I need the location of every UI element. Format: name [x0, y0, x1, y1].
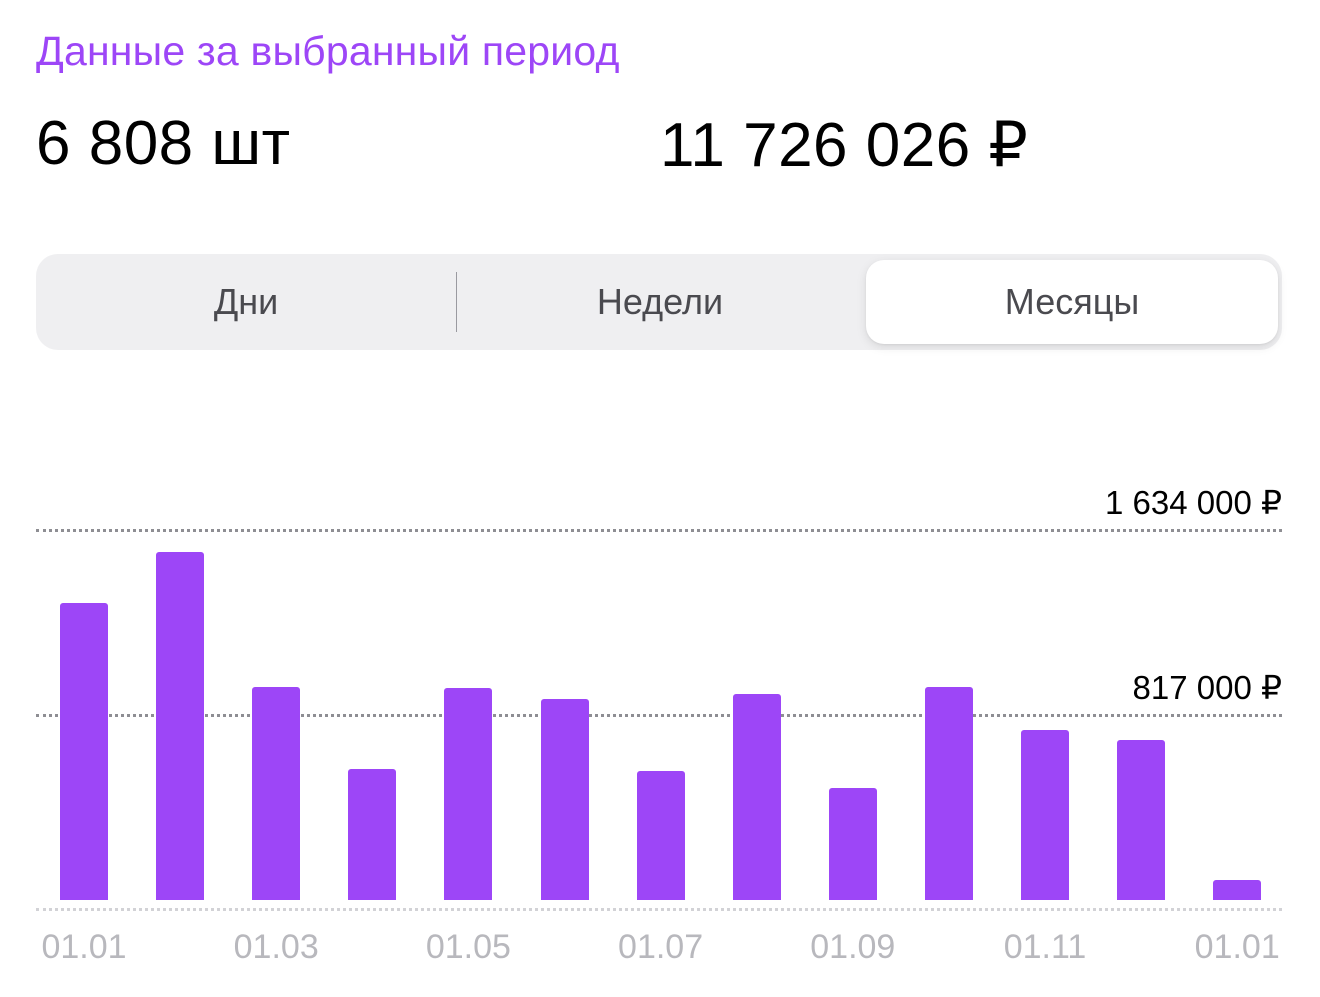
bar-01.07[interactable]	[636, 770, 685, 900]
bar-01.06[interactable]	[540, 698, 589, 900]
bar-01.08[interactable]	[732, 693, 781, 900]
x-tick-label: 01.07	[618, 928, 704, 966]
bar-01.11[interactable]	[1021, 730, 1069, 900]
x-tick-label: 01.11	[1003, 928, 1087, 966]
gridline-label: 817 000 ₽	[1122, 668, 1282, 707]
gridline-label: 1 634 000 ₽	[1095, 483, 1282, 522]
x-tick-label: 01.05	[425, 928, 511, 966]
gridline	[36, 529, 1282, 532]
bar-01.05[interactable]	[444, 688, 493, 900]
bar-01.12[interactable]	[1117, 740, 1166, 900]
total-sum: 11 726 026 ₽	[660, 111, 1029, 180]
segment-divider	[456, 272, 457, 332]
bar-01.02[interactable]	[156, 552, 205, 900]
period-title: Данные за выбранный период	[36, 28, 620, 74]
gridline	[36, 714, 1282, 717]
x-tick-label: 01.03	[233, 928, 319, 966]
x-tick-label: 01.01	[41, 928, 127, 966]
chart-baseline	[36, 908, 1282, 911]
segment-weeks[interactable]: Недели	[596, 281, 724, 322]
x-tick-label: 01.09	[810, 928, 896, 966]
segment-months[interactable]: Месяцы	[866, 260, 1278, 344]
bar-01.01[interactable]	[1213, 879, 1262, 900]
bar-01.09[interactable]	[828, 787, 877, 900]
segment-days[interactable]: Дни	[213, 281, 279, 322]
x-tick-label: 01.01	[1194, 928, 1280, 966]
bar-01.10[interactable]	[924, 687, 973, 900]
bar-01.01[interactable]	[60, 603, 108, 900]
total-count: 6 808 шт	[36, 109, 291, 178]
period-granularity-switch: Дни Недели Месяцы	[36, 254, 1282, 350]
bar-01.03[interactable]	[252, 687, 301, 900]
bar-01.04[interactable]	[348, 768, 397, 900]
